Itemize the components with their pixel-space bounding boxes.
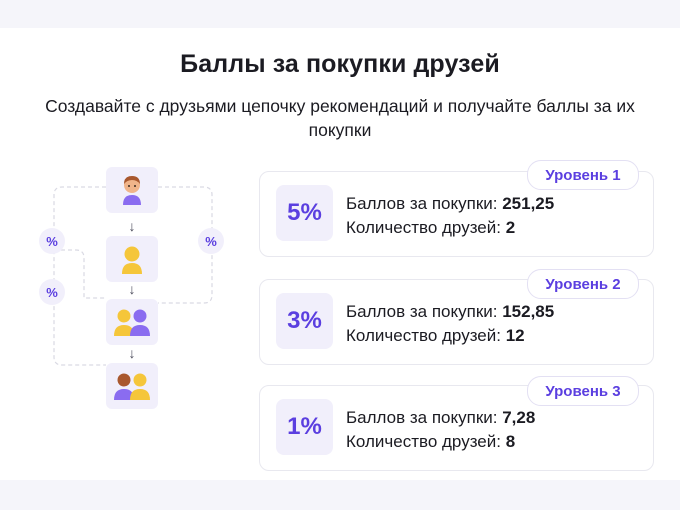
level-tag-2: Уровень 2 <box>527 269 639 299</box>
points-label: Баллов за покупки: <box>346 194 498 213</box>
percent-badge: % <box>39 228 65 254</box>
friends-row: Количество друзей: 2 <box>346 218 515 238</box>
page-title: Баллы за покупки друзей <box>180 50 500 78</box>
percent-badge: % <box>39 279 65 305</box>
friends-value: 12 <box>505 326 525 345</box>
points-value: 152,85 <box>502 302 555 321</box>
friends-pair-mixed-icon <box>106 363 158 409</box>
friends-label: Количество друзей: <box>346 432 501 451</box>
friends-label: Количество друзей: <box>346 326 501 345</box>
level-percent: 5% <box>276 185 333 241</box>
level-tag-3: Уровень 3 <box>527 376 639 406</box>
friends-label: Количество друзей: <box>346 218 501 237</box>
level-card-3: 1% Баллов за покупки: 7,28 Количество др… <box>259 385 654 471</box>
points-label: Баллов за покупки: <box>346 302 498 321</box>
arrow-down-icon: ↓ <box>128 345 136 361</box>
level-percent: 3% <box>276 293 333 349</box>
arrow-down-icon: ↓ <box>128 281 136 297</box>
points-row: Баллов за покупки: 7,28 <box>346 408 535 428</box>
level-card-1: 5% Баллов за покупки: 251,25 Количество … <box>259 171 654 257</box>
percent-badge: % <box>198 228 224 254</box>
friend-avatar-icon <box>106 236 158 282</box>
points-row: Баллов за покупки: 251,25 <box>346 194 554 214</box>
friends-row: Количество друзей: 8 <box>346 432 515 452</box>
level-percent: 1% <box>276 399 333 455</box>
points-value: 7,28 <box>502 408 536 427</box>
friends-value: 8 <box>505 432 516 451</box>
friends-value: 2 <box>505 218 516 237</box>
arrow-down-icon: ↓ <box>128 218 136 234</box>
page-subtitle: Создавайте с друзьями цепочку рекомендац… <box>45 96 635 140</box>
friends-pair-icon <box>106 299 158 345</box>
points-value: 251,25 <box>502 194 555 213</box>
level-tag-1: Уровень 1 <box>527 160 639 190</box>
you-avatar-icon <box>106 167 158 213</box>
points-row: Баллов за покупки: 152,85 <box>346 302 554 322</box>
points-label: Баллов за покупки: <box>346 408 498 427</box>
friends-row: Количество друзей: 12 <box>346 326 525 346</box>
referral-chain-diagram: ↓ ↓ ↓ % % % <box>0 0 250 510</box>
